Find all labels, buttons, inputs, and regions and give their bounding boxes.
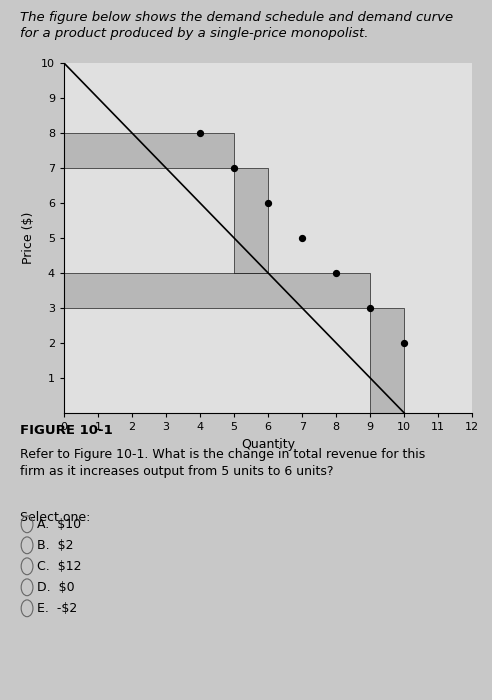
Text: D.  $0: D. $0 xyxy=(37,581,74,594)
Bar xyxy=(370,308,404,413)
Text: E.  -$2: E. -$2 xyxy=(37,602,77,615)
Point xyxy=(332,267,340,279)
Point xyxy=(366,302,374,314)
Point xyxy=(230,162,238,174)
Bar xyxy=(64,273,370,308)
Text: B.  $2: B. $2 xyxy=(37,539,73,552)
Point xyxy=(298,232,306,244)
Bar xyxy=(64,133,234,168)
Y-axis label: Price ($): Price ($) xyxy=(22,212,35,264)
Text: Select one:: Select one: xyxy=(20,511,90,524)
Text: FIGURE 10-1: FIGURE 10-1 xyxy=(20,424,113,437)
Point xyxy=(400,337,408,349)
Point xyxy=(264,197,272,209)
Text: A.  $10: A. $10 xyxy=(37,518,81,531)
Text: C.  $12: C. $12 xyxy=(37,560,81,573)
Text: Refer to Figure 10-1. What is the change in total revenue for this
firm as it in: Refer to Figure 10-1. What is the change… xyxy=(20,448,425,478)
Bar xyxy=(234,168,268,273)
Point xyxy=(196,127,204,139)
X-axis label: Quantity: Quantity xyxy=(241,438,295,451)
Text: The figure below shows the demand schedule and demand curve
for a product produc: The figure below shows the demand schedu… xyxy=(20,10,453,41)
